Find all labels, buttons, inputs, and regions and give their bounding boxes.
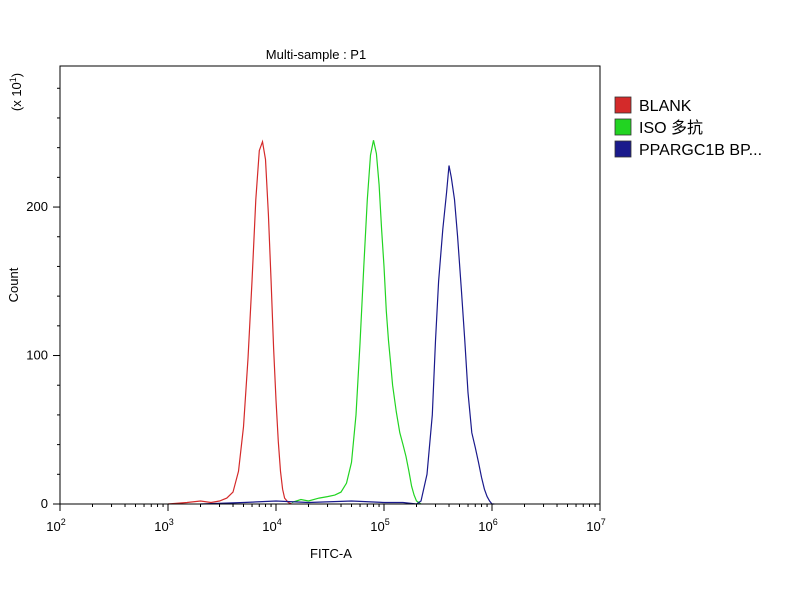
legend-label-2: ISO 多抗 xyxy=(639,119,703,137)
y-multiplier-exponent: 1 xyxy=(8,77,18,82)
legend-label-1: BLANK xyxy=(639,98,692,115)
y-multiplier-label: (x 101) xyxy=(8,73,24,111)
legend-swatch-2 xyxy=(614,118,632,136)
legend: BLANK ISO 多抗 PPARGC1B BP... xyxy=(614,96,762,159)
x-tick-label: 105 xyxy=(370,517,389,534)
y-axis-label: Count xyxy=(6,267,21,302)
svg-text:(x 101): (x 101) xyxy=(8,73,24,111)
x-axis-label: FITC-A xyxy=(310,546,352,561)
y-tick-label: 0 xyxy=(41,496,48,511)
x-tick-label: 106 xyxy=(478,517,497,534)
axes-layer: 102 103 104 105 106 107 0 100 200 xyxy=(26,65,606,534)
series-line-1 xyxy=(167,139,293,505)
x-tick-label: 104 xyxy=(262,517,281,534)
y-multiplier-text: (x 10 xyxy=(9,82,24,111)
legend-label-3: PPARGC1B BP... xyxy=(639,142,762,159)
y-tick-label: 100 xyxy=(26,348,48,363)
series-layer xyxy=(167,139,495,505)
y-tick-label: 200 xyxy=(26,199,48,214)
x-tick-label: 103 xyxy=(154,517,173,534)
x-tick-label: 102 xyxy=(46,517,65,534)
series-line-2 xyxy=(291,140,422,505)
series-line-3 xyxy=(200,165,495,505)
x-tick-label: 107 xyxy=(586,517,605,534)
legend-swatch-3 xyxy=(614,140,632,158)
chart-title: Multi-sample : P1 xyxy=(266,47,366,62)
plot-frame xyxy=(59,65,601,505)
legend-swatch-1 xyxy=(614,96,632,114)
